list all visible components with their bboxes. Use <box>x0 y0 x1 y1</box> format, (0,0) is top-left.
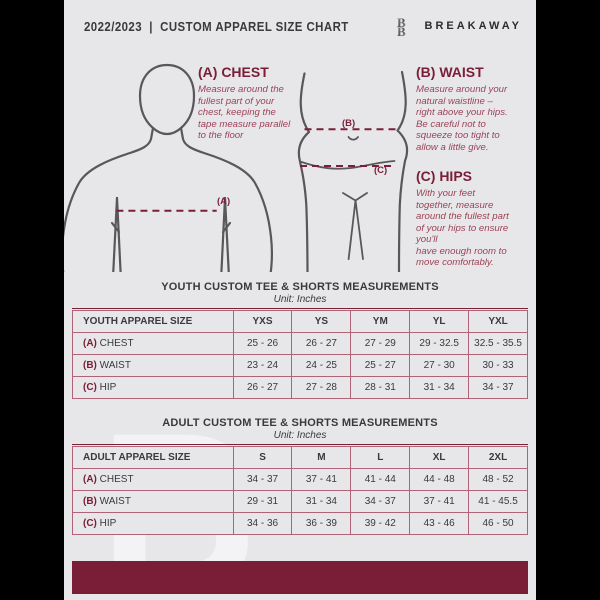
svg-text:B: B <box>397 24 406 37</box>
